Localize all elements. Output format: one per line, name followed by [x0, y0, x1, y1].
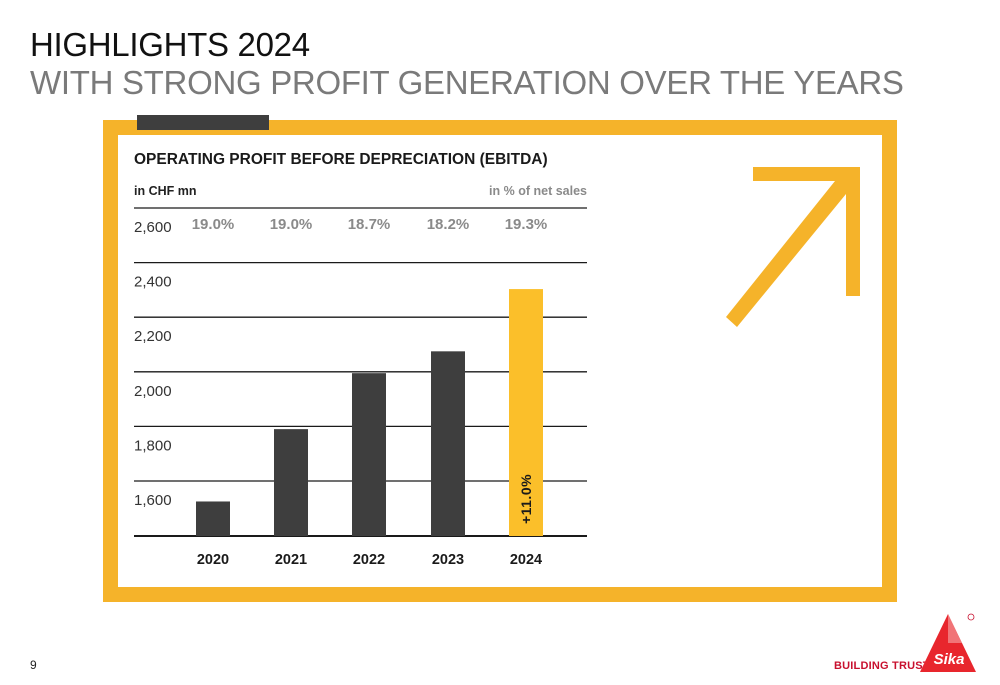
page-subtitle: WITH STRONG PROFIT GENERATION OVER THE Y…: [30, 64, 904, 101]
percent-of-sales-label: 19.0%: [270, 216, 313, 233]
page-title: HIGHLIGHTS 2024: [30, 26, 310, 63]
bar-2023: [431, 351, 465, 536]
bar-2020: [196, 501, 230, 536]
building-trust-tagline: BUILDING TRUST: [834, 660, 930, 672]
x-tick-label: 2021: [275, 552, 307, 568]
unit-label: in CHF mn: [134, 184, 197, 198]
x-tick-label: 2020: [197, 552, 229, 568]
sika-logo-text: Sika: [934, 651, 965, 668]
frame-tab: [137, 115, 269, 130]
page-number: 9: [30, 658, 37, 672]
bar-2024: [509, 289, 543, 536]
percent-label: in % of net sales: [489, 184, 587, 198]
y-tick-label: 2,000: [134, 383, 172, 400]
percent-of-sales-label: 19.0%: [192, 216, 235, 233]
y-tick-label: 1,600: [134, 492, 172, 509]
percent-of-sales-label: 19.3%: [505, 216, 548, 233]
x-tick-label: 2024: [510, 552, 542, 568]
y-tick-label: 1,800: [134, 437, 172, 454]
percent-of-sales-label: 18.7%: [348, 216, 391, 233]
y-tick-label: 2,200: [134, 328, 172, 345]
growth-annotation: +11.0%: [518, 474, 534, 524]
bar-2022: [352, 373, 386, 536]
bar-2021: [274, 429, 308, 536]
x-tick-label: 2022: [353, 552, 385, 568]
x-tick-label: 2023: [432, 552, 464, 568]
y-tick-label: 2,400: [134, 274, 172, 291]
y-tick-label: 2,600: [134, 219, 172, 236]
chart-title: OPERATING PROFIT BEFORE DEPRECIATION (EB…: [134, 151, 548, 168]
percent-of-sales-label: 18.2%: [427, 216, 470, 233]
chart-frame: [103, 120, 897, 602]
sika-logo: Sika: [920, 613, 976, 672]
